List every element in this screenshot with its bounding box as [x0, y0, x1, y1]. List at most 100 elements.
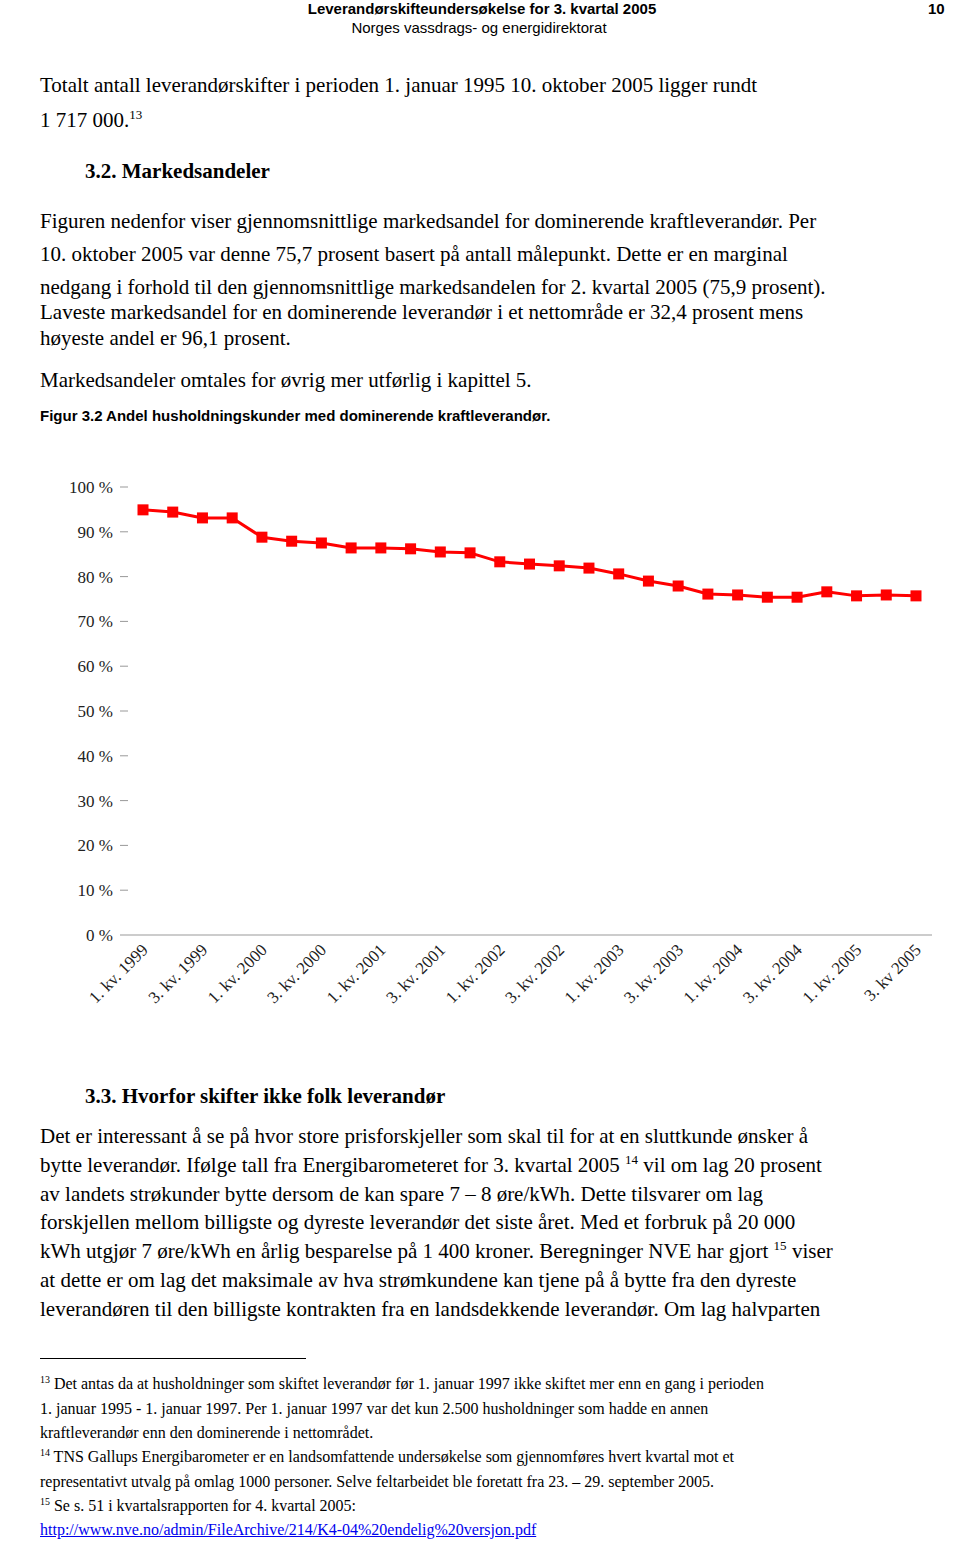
- marker: [346, 542, 357, 553]
- marker: [821, 586, 832, 597]
- heading: 3.2. Markedsandeler: [85, 159, 270, 184]
- marker: [375, 542, 386, 553]
- link[interactable]: http://www.nve.no/admin/FileArchive/214/…: [40, 1521, 536, 1538]
- text: at dette er om lag det maksimale av hva …: [40, 1268, 796, 1292]
- x-tick-label: 1. kv. 2003: [561, 940, 628, 1007]
- x-tick-label: 3. kv 2005: [860, 940, 925, 1005]
- marker: [435, 546, 446, 557]
- footnote-ref: 13: [129, 107, 142, 122]
- marker: [167, 507, 178, 518]
- text: Laveste markedsandel for en dominerende …: [40, 300, 803, 324]
- text-line: av landets strøkunder bytte dersom de ka…: [40, 1182, 763, 1207]
- text: kWh utgjør 7 øre/kWh en årlig besparelse…: [40, 1239, 774, 1263]
- footnote-ref: 15: [774, 1238, 787, 1253]
- marker: [256, 532, 267, 543]
- series-line: [143, 510, 916, 597]
- marker: [851, 590, 862, 601]
- y-tick-label: 0 %: [86, 926, 113, 945]
- y-tick-label: 100 %: [69, 478, 113, 497]
- marker: [554, 560, 565, 571]
- marker: [613, 568, 624, 579]
- marker: [583, 563, 594, 574]
- footnote-ref: 15: [40, 1496, 50, 1507]
- x-tick-label: 1. kv. 2000: [204, 940, 271, 1007]
- figure-caption: Figur 3.2 Andel husholdningskunder med d…: [40, 407, 550, 424]
- header-org: Norges vassdrags- og energidirektorat: [0, 19, 958, 36]
- y-tick: [120, 755, 128, 756]
- chart: 0 %10 %20 %30 %40 %50 %60 %70 %80 %90 %1…: [0, 0, 960, 1545]
- marker: [138, 504, 149, 515]
- x-tick-label: 1. kv. 2004: [680, 940, 747, 1007]
- x-tick-label: 3. kv. 2000: [263, 940, 330, 1007]
- text: 3.2. Markedsandeler: [85, 159, 270, 183]
- heading: 3.3. Hvorfor skifter ikke folk leverandø…: [85, 1084, 445, 1109]
- text: kraftleverandør enn den dominerende i ne…: [40, 1424, 373, 1441]
- text-line: Laveste markedsandel for en dominerende …: [40, 300, 803, 325]
- text: Det er interessant å se på hvor store pr…: [40, 1124, 808, 1148]
- footnote-line: representativt utvalg på omlag 1000 pers…: [40, 1473, 714, 1491]
- marker: [732, 589, 743, 600]
- footnote-line: 14 TNS Gallups Energibarometer er en lan…: [40, 1448, 734, 1466]
- y-tick: [120, 845, 128, 846]
- footnote-line: 1. januar 1995 - 1. januar 1997. Per 1. …: [40, 1400, 708, 1418]
- text: høyeste andel er 96,1 prosent.: [40, 326, 291, 350]
- y-tick-label: 30 %: [78, 792, 113, 811]
- text: TNS Gallups Energibarometer er en landso…: [50, 1448, 734, 1465]
- marker: [316, 538, 327, 549]
- marker: [673, 581, 684, 592]
- y-tick-label: 10 %: [78, 881, 113, 900]
- marker: [286, 536, 297, 547]
- text: 3.3. Hvorfor skifter ikke folk leverandø…: [85, 1084, 445, 1108]
- y-tick: [120, 890, 128, 891]
- marker: [524, 559, 535, 570]
- text: bytte leverandør. Ifølge tall fra Energi…: [40, 1153, 625, 1177]
- text: Totalt antall leverandørskifter i period…: [40, 73, 757, 97]
- x-axis: [128, 935, 932, 936]
- y-tick: [120, 576, 128, 577]
- x-tick-label: 1. kv. 2005: [799, 940, 866, 1007]
- y-tick: [120, 800, 128, 801]
- x-tick-label: 1. kv. 2002: [442, 940, 509, 1007]
- text-line: Figuren nedenfor viser gjennomsnittlige …: [40, 209, 816, 234]
- text: Det antas da at husholdninger som skifte…: [50, 1375, 764, 1392]
- x-tick-label: 3. kv. 2003: [620, 940, 687, 1007]
- y-tick-label: 40 %: [78, 747, 113, 766]
- y-tick: [120, 621, 128, 622]
- marker: [465, 547, 476, 558]
- x-tick-label: 3. kv. 2004: [739, 940, 806, 1007]
- y-tick-label: 90 %: [78, 523, 113, 542]
- text: 10. oktober 2005 var denne 75,7 prosent …: [40, 242, 788, 266]
- x-tick-label: 1. kv. 1999: [85, 940, 152, 1007]
- marker: [405, 543, 416, 554]
- text: Figuren nedenfor viser gjennomsnittlige …: [40, 209, 816, 233]
- footnote-rule: [40, 1358, 306, 1359]
- text-line: høyeste andel er 96,1 prosent.: [40, 326, 291, 351]
- text: representativt utvalg på omlag 1000 pers…: [40, 1473, 714, 1490]
- text-line: 1 717 000.13: [40, 108, 142, 133]
- text: 1 717 000.: [40, 108, 129, 132]
- y-tick: [120, 666, 128, 667]
- text-line: at dette er om lag det maksimale av hva …: [40, 1268, 796, 1293]
- text: Figur 3.2 Andel husholdningskunder med d…: [40, 407, 550, 424]
- x-tick-label: 3. kv. 2002: [501, 940, 568, 1007]
- marker: [227, 512, 238, 523]
- marker: [762, 592, 773, 603]
- footnote-line: kraftleverandør enn den dominerende i ne…: [40, 1424, 373, 1442]
- footnote-ref: 14: [40, 1447, 50, 1458]
- text: 1. januar 1995 - 1. januar 1997. Per 1. …: [40, 1400, 708, 1417]
- y-tick: [120, 487, 128, 488]
- x-tick-label: 3. kv. 2001: [382, 940, 449, 1007]
- plot-area: [138, 504, 922, 602]
- text: av landets strøkunder bytte dersom de ka…: [40, 1182, 763, 1206]
- x-tick-label: 1. kv. 2001: [323, 940, 390, 1007]
- y-tick-label: 80 %: [78, 568, 113, 587]
- y-tick-label: 60 %: [78, 657, 113, 676]
- text-line: leverandøren til den billigste kontrakte…: [40, 1297, 820, 1322]
- footnote-line: 15 Se s. 51 i kvartalsrapporten for 4. k…: [40, 1497, 356, 1515]
- text: leverandøren til den billigste kontrakte…: [40, 1297, 820, 1321]
- y-tick-label: 50 %: [78, 702, 113, 721]
- text-line: Markedsandeler omtales for øvrig mer utf…: [40, 368, 532, 393]
- page-number: 10: [928, 0, 945, 17]
- text-line: Totalt antall leverandørskifter i period…: [40, 73, 757, 98]
- text-line: nedgang i forhold til den gjennomsnittli…: [40, 275, 826, 300]
